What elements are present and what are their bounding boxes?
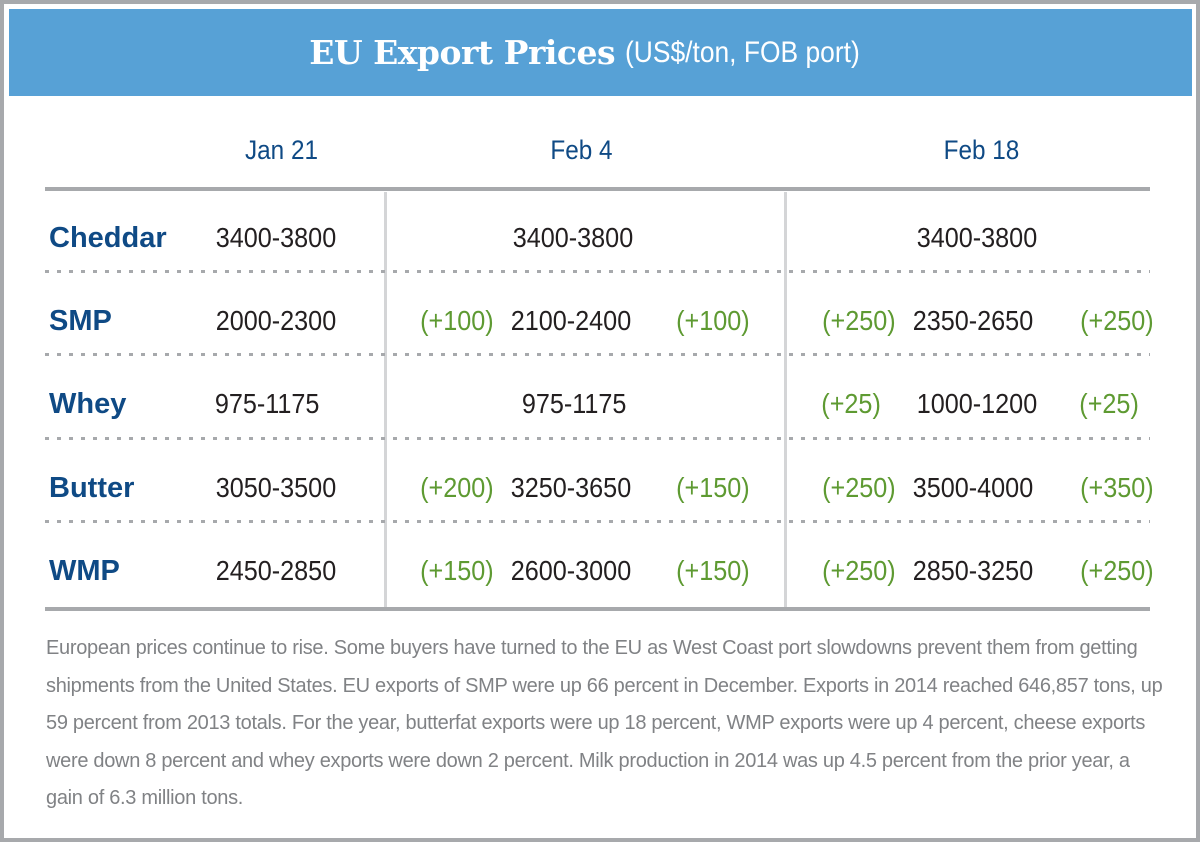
title-units: (US$/ton, FOB port) xyxy=(625,35,860,69)
row-separator xyxy=(45,353,1150,356)
change-high-feb4: (+150) xyxy=(676,555,750,586)
price-jan21: 2000-2300 xyxy=(215,305,337,336)
price-feb4: 3250-3650 xyxy=(510,472,632,503)
column-header-jan21: Jan 21 xyxy=(245,135,318,165)
change-low-feb4: (+150) xyxy=(420,555,494,586)
price-feb18: 2850-3250 xyxy=(912,555,1034,586)
price-feb18: 3400-3800 xyxy=(916,222,1038,253)
change-high-feb18: (+25) xyxy=(1079,388,1139,419)
change-high-feb18: (+350) xyxy=(1080,472,1154,503)
table-row-butter: Butter 3050-3500 (+200) 3250-3650 (+150)… xyxy=(4,466,1196,510)
price-jan21: 2450-2850 xyxy=(215,555,337,586)
table-row-wmp: WMP 2450-2850 (+150) 2600-3000 (+150) (+… xyxy=(4,549,1196,593)
change-high-feb4: (+100) xyxy=(676,305,750,336)
price-jan21: 3400-3800 xyxy=(215,222,337,253)
title-banner: EU Export Prices (US$/ton, FOB port) xyxy=(9,9,1192,96)
product-label: SMP xyxy=(49,305,112,337)
product-label: Cheddar xyxy=(49,222,167,254)
change-low-feb18: (+250) xyxy=(822,555,896,586)
column-divider-2 xyxy=(784,192,787,610)
change-low-feb4: (+100) xyxy=(420,305,494,336)
product-label: Whey xyxy=(49,388,127,420)
table-row-cheddar: Cheddar 3400-3800 3400-3800 3400-3800 xyxy=(4,216,1196,260)
price-jan21: 3050-3500 xyxy=(215,472,337,503)
commentary-text: European prices continue to rise. Some b… xyxy=(46,637,1163,809)
price-feb18: 2350-2650 xyxy=(912,305,1034,336)
price-feb4: 3400-3800 xyxy=(512,222,634,253)
change-high-feb18: (+250) xyxy=(1080,555,1154,586)
change-low-feb18: (+25) xyxy=(821,388,881,419)
price-feb18: 3500-4000 xyxy=(912,472,1034,503)
price-jan21: 975-1175 xyxy=(214,388,320,419)
change-low-feb18: (+250) xyxy=(822,472,896,503)
table-row-whey: Whey 975-1175 975-1175 (+25) 1000-1200 (… xyxy=(4,382,1196,426)
price-feb4: 2600-3000 xyxy=(510,555,632,586)
price-feb4: 975-1175 xyxy=(521,388,627,419)
column-header-feb4: Feb 4 xyxy=(550,135,613,165)
bottom-rule xyxy=(45,607,1150,611)
row-separator xyxy=(45,270,1150,273)
price-feb4: 2100-2400 xyxy=(510,305,632,336)
column-divider-1 xyxy=(384,192,387,610)
price-feb18: 1000-1200 xyxy=(916,388,1038,419)
price-card: EU Export Prices (US$/ton, FOB port) Jan… xyxy=(4,4,1196,838)
row-separator xyxy=(45,437,1150,440)
title: EU Export Prices xyxy=(309,33,616,72)
change-low-feb18: (+250) xyxy=(822,305,896,336)
table-row-smp: SMP 2000-2300 (+100) 2100-2400 (+100) (+… xyxy=(4,299,1196,343)
change-high-feb4: (+150) xyxy=(676,472,750,503)
row-separator xyxy=(45,520,1150,523)
product-label: WMP xyxy=(49,555,120,587)
product-label: Butter xyxy=(49,472,135,504)
change-low-feb4: (+200) xyxy=(420,472,494,503)
change-high-feb18: (+250) xyxy=(1080,305,1154,336)
top-rule xyxy=(45,187,1150,191)
column-header-feb18: Feb 18 xyxy=(943,135,1020,165)
